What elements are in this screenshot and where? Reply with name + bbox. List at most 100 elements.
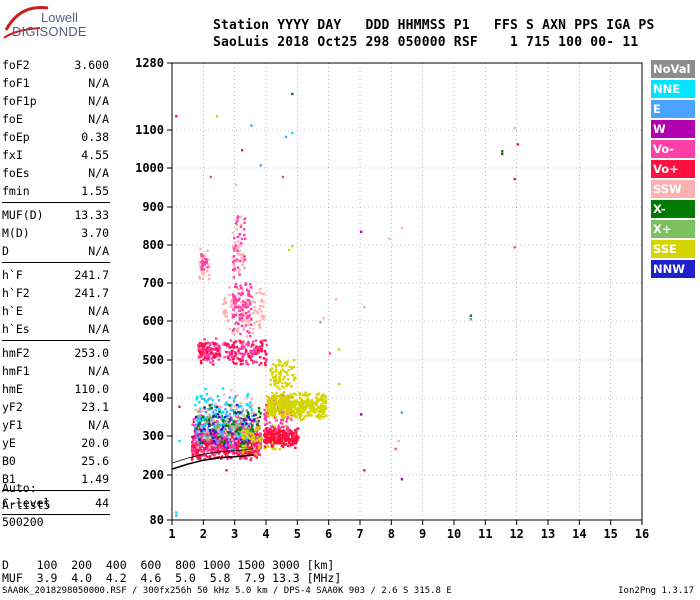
echo-point xyxy=(315,396,318,399)
echo-point xyxy=(265,422,269,425)
echo-point xyxy=(211,341,215,344)
echo-point xyxy=(224,416,227,419)
echo-point xyxy=(228,428,232,431)
legend-item: E xyxy=(651,100,695,118)
echo-point xyxy=(235,260,239,263)
echo-point xyxy=(245,362,248,365)
echo-point xyxy=(237,349,240,353)
echo-point xyxy=(230,406,233,409)
echo-point xyxy=(200,454,203,457)
echo-point xyxy=(258,345,262,348)
echo-point xyxy=(231,316,234,319)
echo-point xyxy=(260,310,263,313)
param-name: fmin xyxy=(2,184,30,198)
echo-point xyxy=(216,448,220,452)
echo-point xyxy=(249,307,253,311)
echo-point xyxy=(212,433,215,436)
echo-point xyxy=(253,350,256,353)
scaled-parameters-panel: foF2 3.600 foF1 N/A foF1p N/A foE N/A foEp 0.38 fx… xyxy=(2,56,110,518)
echo-point xyxy=(234,414,238,418)
echo-point xyxy=(323,406,326,409)
echo-point xyxy=(266,400,269,404)
echo-point xyxy=(216,432,220,436)
echo-point xyxy=(214,415,217,418)
echo-point xyxy=(200,350,204,354)
echo-point xyxy=(220,405,223,409)
echo-point xyxy=(266,435,269,439)
echo-point xyxy=(315,393,319,396)
echo-point xyxy=(282,445,285,449)
echo-point xyxy=(241,347,244,350)
param-value: 4.55 xyxy=(81,148,109,162)
echo-point xyxy=(270,405,273,409)
echo-point xyxy=(253,445,256,449)
y-tick-label: 400 xyxy=(142,391,164,405)
echo-point xyxy=(237,306,240,309)
echo-point xyxy=(231,231,235,235)
echo-point xyxy=(239,429,243,432)
echo-point xyxy=(201,418,205,421)
echo-point xyxy=(199,345,202,348)
echo-point xyxy=(249,302,252,306)
echo-point xyxy=(291,436,295,440)
echo-point xyxy=(229,345,233,349)
echo-point xyxy=(238,309,241,312)
echo-point xyxy=(281,425,284,429)
echo-point xyxy=(214,355,217,359)
echo-point xyxy=(198,419,202,422)
echo-point xyxy=(265,415,268,418)
echo-point xyxy=(233,268,237,271)
legend-item: SSW xyxy=(651,180,695,198)
echo-point xyxy=(214,431,217,434)
echo-point xyxy=(203,407,207,411)
echo-point xyxy=(501,152,504,156)
echo-point xyxy=(275,429,278,432)
echo-point xyxy=(308,400,311,403)
y-tick-label: 600 xyxy=(142,314,164,328)
echo-point xyxy=(234,340,238,343)
echo-point xyxy=(224,314,227,317)
echo-point xyxy=(271,409,275,413)
echo-point xyxy=(281,435,284,439)
echo-point xyxy=(205,261,208,264)
echo-point xyxy=(334,298,338,301)
echo-point xyxy=(231,360,235,364)
param-value: N/A xyxy=(88,76,109,90)
echo-point xyxy=(279,412,282,415)
echo-point xyxy=(198,349,201,353)
echo-point xyxy=(204,411,208,414)
echo-point xyxy=(218,406,222,409)
echo-point xyxy=(229,437,232,440)
echo-point xyxy=(241,422,244,426)
param-row: foE N/A xyxy=(2,110,110,128)
echo-point xyxy=(225,350,228,354)
echo-point xyxy=(206,450,209,453)
echo-point xyxy=(255,451,259,454)
echo-point xyxy=(287,248,291,252)
echo-point xyxy=(216,444,219,447)
echo-point xyxy=(285,438,288,442)
echo-point xyxy=(205,422,208,425)
legend-item: X- xyxy=(651,200,695,218)
echo-point xyxy=(235,426,239,429)
echo-point xyxy=(295,416,298,419)
echo-point xyxy=(249,318,253,321)
echo-point xyxy=(203,448,206,451)
echo-point xyxy=(232,400,236,403)
echo-point xyxy=(200,450,203,453)
echo-point xyxy=(320,396,323,399)
echo-point xyxy=(206,249,209,253)
echo-point xyxy=(275,396,278,400)
echo-point xyxy=(205,446,208,449)
param-name: foF1 xyxy=(2,76,30,90)
echo-point xyxy=(242,302,245,305)
echo-point xyxy=(250,414,254,418)
echo-point xyxy=(242,437,246,441)
echo-point xyxy=(194,419,197,422)
echo-point xyxy=(197,435,200,438)
echo-point xyxy=(252,411,255,414)
echo-point xyxy=(233,412,236,416)
echo-point xyxy=(197,430,201,434)
echo-point xyxy=(240,345,243,348)
